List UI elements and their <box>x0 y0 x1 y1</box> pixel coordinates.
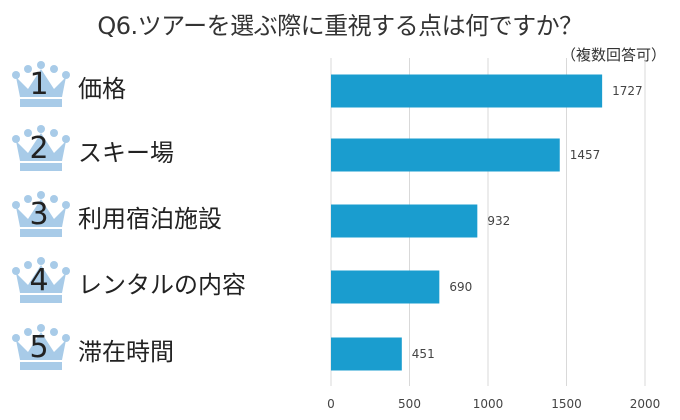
rank-number: 2 <box>29 131 49 166</box>
bar-value-label: 451 <box>412 347 435 361</box>
rank-number: 4 <box>29 263 49 298</box>
bar <box>331 138 560 172</box>
x-tick-label: 0 <box>327 397 335 411</box>
crown-icon <box>12 125 70 171</box>
crown-icon <box>12 61 70 107</box>
rank-label: スキー場 <box>78 139 174 167</box>
crown-icon <box>12 324 70 370</box>
bar-value-label: 932 <box>487 214 510 228</box>
crown-icon <box>12 191 70 237</box>
multiple-answer-note: （複数回答可） <box>560 46 666 64</box>
rank-label: レンタルの内容 <box>78 271 246 299</box>
rank-item: 3 利用宿泊施設 <box>10 189 330 237</box>
rank-number: 5 <box>29 330 49 365</box>
bar-value-label: 1457 <box>570 148 601 162</box>
rank-item: 1 価格 <box>10 59 330 107</box>
rank-item: 4 レンタルの内容 <box>10 255 330 303</box>
x-tick-label: 1000 <box>473 397 504 411</box>
bar <box>331 204 478 238</box>
rank-number: 3 <box>29 197 49 232</box>
chart-title: Q6.ツアーを選ぶ際に重視する点は何ですか？ <box>97 12 583 40</box>
crown-icon <box>12 257 70 303</box>
bar-value-label: 1727 <box>612 84 643 98</box>
bar <box>331 270 440 304</box>
rank-label: 滞在時間 <box>78 338 174 366</box>
rank-label: 価格 <box>78 75 126 103</box>
rank-item: 2 スキー場 <box>10 123 330 171</box>
x-tick-label: 2000 <box>630 397 661 411</box>
rank-item: 5 滞在時間 <box>10 322 330 370</box>
rank-number: 1 <box>29 67 49 102</box>
bar <box>331 337 402 371</box>
bar-value-label: 690 <box>449 280 472 294</box>
bar <box>331 74 603 108</box>
x-tick-label: 500 <box>398 397 421 411</box>
x-tick-label: 1500 <box>551 397 582 411</box>
rank-label: 利用宿泊施設 <box>78 205 222 233</box>
